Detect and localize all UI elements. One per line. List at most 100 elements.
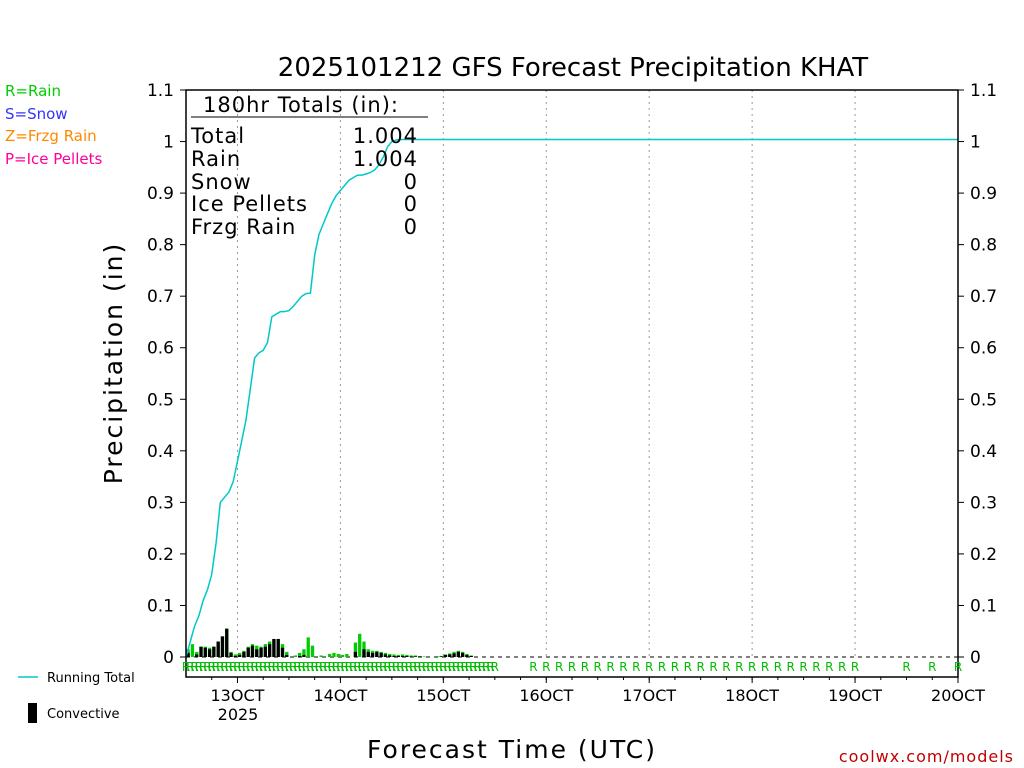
ptype-mark-rain: R xyxy=(761,660,769,674)
convective-bar xyxy=(225,628,229,657)
precip-bar xyxy=(319,655,323,657)
chart-title: 2025101212 GFS Forecast Precipitation KH… xyxy=(278,53,869,83)
ptype-mark-rain: R xyxy=(594,660,602,674)
totals-value-frzg-rain: 0 xyxy=(404,215,418,239)
x-tick-label: 17OCT xyxy=(622,686,676,705)
ptype-mark-rain: R xyxy=(684,660,692,674)
convective-legend-swatch xyxy=(28,703,37,723)
ptype-mark-rain: R xyxy=(478,660,486,674)
ptype-mark-rain: R xyxy=(250,660,258,674)
ptype-mark-rain: R xyxy=(203,660,211,674)
precip-bar xyxy=(328,653,332,657)
precip-bar xyxy=(336,653,340,657)
convective-bar xyxy=(267,644,272,657)
ptype-mark-rain: R xyxy=(186,660,194,674)
y-tick-label-left: 0.8 xyxy=(147,236,174,256)
convective-bar xyxy=(405,655,409,657)
precip-bar xyxy=(340,654,345,657)
y-tick-label-right: 1 xyxy=(970,133,981,153)
series-legend: Running Total Convective xyxy=(18,671,135,723)
ptype-mark-rain: R xyxy=(315,660,323,674)
totals-label-total: Total xyxy=(190,124,245,148)
y-tick-label-left: 0.6 xyxy=(147,339,174,359)
y-tick-label-left: 1 xyxy=(163,133,174,153)
ptype-mark-rain: R xyxy=(696,660,704,674)
ptype-mark-rain: R xyxy=(268,660,276,674)
ptype-mark-rain: R xyxy=(310,660,318,674)
ptype-mark-rain: R xyxy=(431,660,439,674)
y-tick-label-right: 1.1 xyxy=(970,81,997,101)
ptype-mark-rain: R xyxy=(366,660,374,674)
precip-bar xyxy=(400,654,405,657)
x-tick-label: 20OCT xyxy=(931,686,985,705)
ptype-mark-rain: R xyxy=(473,660,481,674)
ptype-mark-rain: R xyxy=(954,660,962,674)
ptype-mark-rain: R xyxy=(341,660,349,674)
convective-bar xyxy=(259,647,263,657)
convective-legend-label: Convective xyxy=(47,707,120,722)
convective-bar xyxy=(379,652,383,657)
y-tick-label-right: 0.4 xyxy=(970,442,997,462)
totals-value-snow: 0 xyxy=(404,170,418,194)
ptype-mark-rain: R xyxy=(220,660,228,674)
y-axis-label: Precipitation (in) xyxy=(99,242,128,485)
ptype-mark-rain: R xyxy=(928,660,936,674)
ptype-mark-rain: R xyxy=(388,660,396,674)
ptype-mark-rain: R xyxy=(306,660,314,674)
ptype-mark-rain: R xyxy=(255,660,263,674)
convective-bar xyxy=(443,654,448,657)
x-tick-label: 14OCT xyxy=(313,686,367,705)
precip-bar xyxy=(233,654,237,657)
legend-frzg-rain: Z=Frzg Rain xyxy=(5,127,97,145)
ptype-mark-rain: R xyxy=(465,660,473,674)
ptype-mark-rain: R xyxy=(491,660,499,674)
ptype-mark-rain: R xyxy=(302,660,310,674)
legend-snow: S=Snow xyxy=(5,105,68,123)
ptype-mark-rain: R xyxy=(336,660,344,674)
precip-bar xyxy=(310,645,315,657)
totals-label-rain: Rain xyxy=(191,147,241,171)
convective-bar xyxy=(409,656,413,657)
convective-bar xyxy=(366,651,370,657)
totals-value-rain: 1.004 xyxy=(353,147,418,171)
totals-value-ice-pellets: 0 xyxy=(404,192,418,216)
y-tick-label-left: 0 xyxy=(163,648,174,668)
ptype-mark-rain: R xyxy=(238,660,246,674)
y-tick-label-left: 0.1 xyxy=(147,596,174,616)
y-tick-label-right: 0.2 xyxy=(970,545,997,565)
ptype-mark-rain: R xyxy=(280,660,288,674)
ptype-mark-rain: R xyxy=(379,660,387,674)
ptype-mark-rain: R xyxy=(353,660,361,674)
ptype-mark-rain: R xyxy=(289,660,297,674)
x-tick-label: 18OCT xyxy=(725,686,779,705)
convective-bar xyxy=(255,649,259,657)
ptype-mark-rain: R xyxy=(658,660,666,674)
credit-link[interactable]: coolwx.com/models xyxy=(839,747,1014,766)
precip-bar xyxy=(298,652,302,657)
ptype-mark-rain: R xyxy=(332,660,340,674)
legend-rain: R=Rain xyxy=(5,82,61,100)
convective-bar xyxy=(216,641,220,657)
ptype-mark-rain: R xyxy=(323,660,331,674)
ptype-mark-rain: R xyxy=(199,660,207,674)
convective-bar xyxy=(448,654,452,657)
totals-label-snow: Snow xyxy=(191,170,252,194)
convective-bar xyxy=(207,649,212,657)
precip-bar xyxy=(345,653,349,657)
ptype-mark-rain: R xyxy=(413,660,421,674)
axes: 0 00.1 0.10.2 0.20.3 0.30.4 0.40.5 0.50.6 0.60.… xyxy=(147,81,997,705)
ptype-mark-rain: R xyxy=(486,660,494,674)
ptype-mark-rain: R xyxy=(606,660,614,674)
convective-bar xyxy=(186,652,190,657)
convective-bar xyxy=(276,638,280,657)
convective-bar xyxy=(246,647,250,657)
ptype-mark-rain: R xyxy=(383,660,391,674)
ptype-mark-rain: R xyxy=(435,660,443,674)
ptype-mark-rain: R xyxy=(568,660,576,674)
y-tick-label-right: 0.5 xyxy=(970,390,997,410)
grid-lines xyxy=(186,90,958,658)
ptype-mark-rain: R xyxy=(328,660,336,674)
y-tick-label-right: 0 xyxy=(970,648,981,668)
ptype-mark-rain: R xyxy=(456,660,464,674)
